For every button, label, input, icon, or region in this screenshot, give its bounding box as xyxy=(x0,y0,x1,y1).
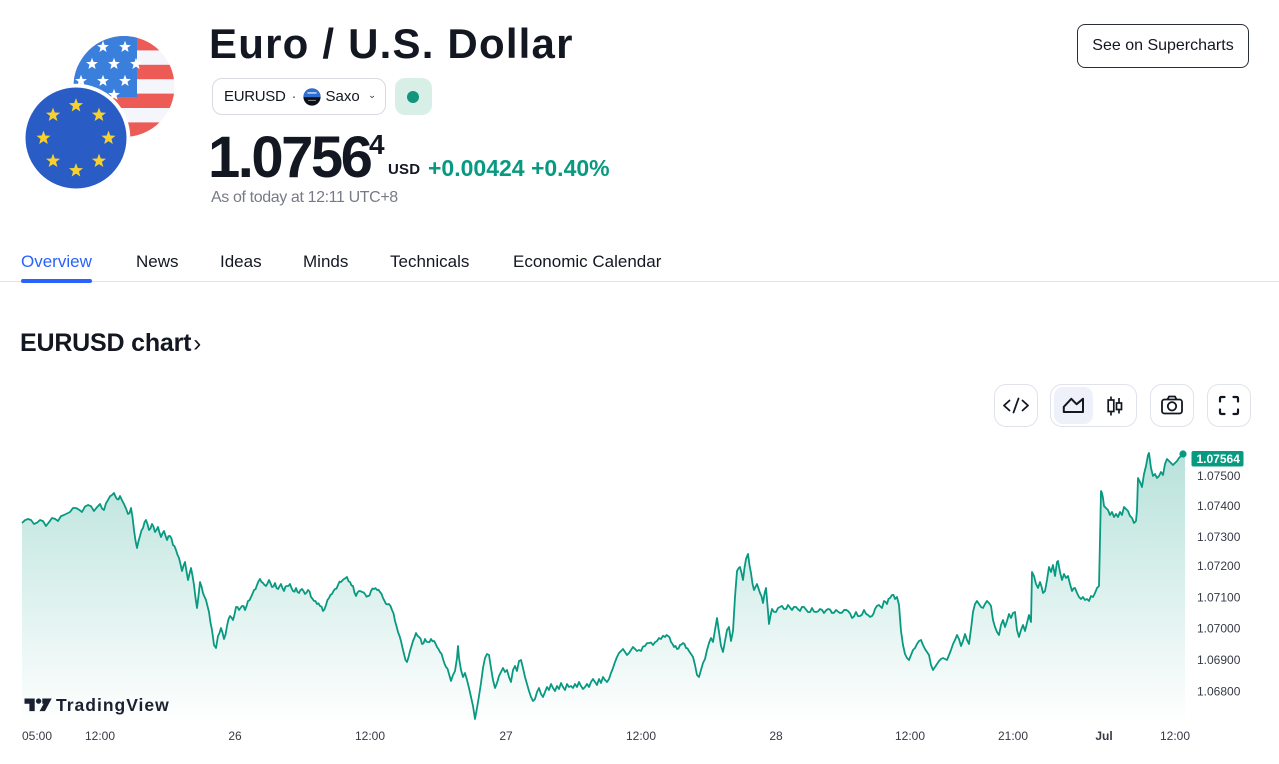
svg-text:12:00: 12:00 xyxy=(85,729,115,743)
svg-text:28: 28 xyxy=(769,729,783,743)
svg-text:12:00: 12:00 xyxy=(626,729,656,743)
svg-text:1.07000: 1.07000 xyxy=(1197,622,1241,636)
svg-text:1.07500: 1.07500 xyxy=(1197,469,1241,483)
svg-text:1.07200: 1.07200 xyxy=(1197,559,1241,573)
svg-text:1.06900: 1.06900 xyxy=(1197,653,1241,667)
svg-text:1.07300: 1.07300 xyxy=(1197,530,1241,544)
svg-text:Jul: Jul xyxy=(1095,729,1112,743)
svg-text:TradingView: TradingView xyxy=(56,695,170,715)
svg-text:12:00: 12:00 xyxy=(895,729,925,743)
svg-text:1.07100: 1.07100 xyxy=(1197,591,1241,605)
svg-text:26: 26 xyxy=(228,729,242,743)
svg-text:21:00: 21:00 xyxy=(998,729,1028,743)
svg-text:27: 27 xyxy=(499,729,513,743)
svg-text:1.06800: 1.06800 xyxy=(1197,684,1241,698)
svg-text:12:00: 12:00 xyxy=(1160,729,1190,743)
svg-text:05:00: 05:00 xyxy=(22,729,52,743)
svg-text:1.07564: 1.07564 xyxy=(1197,452,1241,466)
svg-text:12:00: 12:00 xyxy=(355,729,385,743)
svg-text:1.07400: 1.07400 xyxy=(1197,499,1241,513)
